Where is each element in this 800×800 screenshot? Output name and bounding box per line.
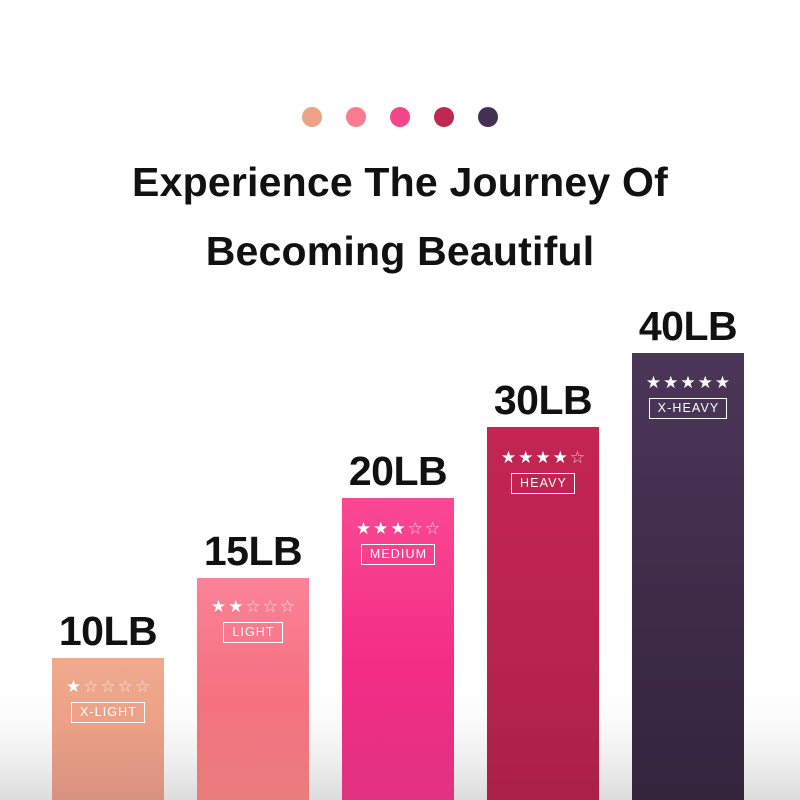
dot-heavy-icon [434,107,454,127]
level-badge: HEAVY [511,473,575,495]
star-rating: ★ ★ ★ ★ ★ [646,374,730,391]
color-swatch-row [0,107,800,127]
star-filled-icon: ★ [535,448,551,467]
star-outline-icon: ☆ [569,448,586,467]
page-title-line-1: Experience The Journey Of [132,159,668,205]
bar-group-x-heavy: 40LB ★ ★ ★ ★ ★ X-HEAVY [632,306,744,800]
star-filled-icon: ★ [210,597,227,616]
star-rating: ★ ★ ★ ★ ☆ [501,449,585,466]
page-title-line-2: Becoming Beautiful [205,228,595,274]
star-filled-icon: ★ [518,448,534,467]
dot-x-heavy-icon [478,107,498,127]
bar-heavy: ★ ★ ★ ★ ☆ HEAVY [487,427,599,800]
bar-value-label: 15LB [203,528,303,574]
dot-light-icon [346,107,366,127]
bar-value-label: 20LB [348,448,448,494]
star-outline-icon: ☆ [245,597,261,616]
dot-x-light-icon [302,107,322,127]
bar-value-label: 30LB [493,377,593,423]
bar-content: ★ ★ ★ ☆ ☆ MEDIUM [342,520,454,566]
level-badge: X-HEAVY [648,398,728,420]
star-filled-icon: ★ [697,373,713,392]
bar-content: ★ ☆ ☆ ☆ ☆ X-LIGHT [52,678,164,724]
star-outline-icon: ☆ [407,519,423,538]
level-badge: MEDIUM [360,544,436,566]
level-badge: X-LIGHT [70,702,145,724]
bar-light: ★ ★ ☆ ☆ ☆ LIGHT [197,578,309,800]
bar-group-x-light: 10LB ★ ☆ ☆ ☆ ☆ X-LIGHT [52,611,164,800]
bar-value-label: 10LB [58,608,158,654]
star-filled-icon: ★ [680,373,696,392]
star-rating: ★ ☆ ☆ ☆ ☆ [66,678,150,695]
star-filled-icon: ★ [500,448,517,467]
bar-medium: ★ ★ ★ ☆ ☆ MEDIUM [342,498,454,800]
star-filled-icon: ★ [65,677,82,696]
star-filled-icon: ★ [663,373,679,392]
star-filled-icon: ★ [373,519,389,538]
star-outline-icon: ☆ [134,677,151,696]
star-filled-icon: ★ [390,519,406,538]
star-outline-icon: ☆ [100,677,116,696]
star-filled-icon: ★ [645,373,662,392]
bar-content: ★ ★ ☆ ☆ ☆ LIGHT [197,598,309,644]
bar-group-medium: 20LB ★ ★ ★ ☆ ☆ MEDIUM [342,451,454,800]
star-rating: ★ ★ ☆ ☆ ☆ [211,598,295,615]
star-filled-icon: ★ [228,597,244,616]
star-outline-icon: ☆ [279,597,296,616]
star-rating: ★ ★ ★ ☆ ☆ [356,520,440,537]
bar-content: ★ ★ ★ ★ ☆ HEAVY [487,449,599,495]
star-outline-icon: ☆ [262,597,278,616]
bar-value-label: 40LB [638,303,738,349]
bar-group-light: 15LB ★ ★ ☆ ☆ ☆ LIGHT [197,531,309,800]
bar-group-heavy: 30LB ★ ★ ★ ★ ☆ HEAVY [487,380,599,800]
star-outline-icon: ☆ [117,677,133,696]
star-outline-icon: ☆ [424,519,441,538]
bar-x-light: ★ ☆ ☆ ☆ ☆ X-LIGHT [52,658,164,800]
bar-content: ★ ★ ★ ★ ★ X-HEAVY [632,374,744,420]
star-filled-icon: ★ [552,448,568,467]
bar-x-heavy: ★ ★ ★ ★ ★ X-HEAVY [632,353,744,800]
dot-medium-icon [390,107,410,127]
star-filled-icon: ★ [714,373,731,392]
star-outline-icon: ☆ [83,677,99,696]
level-badge: LIGHT [223,622,283,644]
page-title: Experience The Journey Of Becoming Beaut… [0,148,800,286]
star-filled-icon: ★ [355,519,372,538]
